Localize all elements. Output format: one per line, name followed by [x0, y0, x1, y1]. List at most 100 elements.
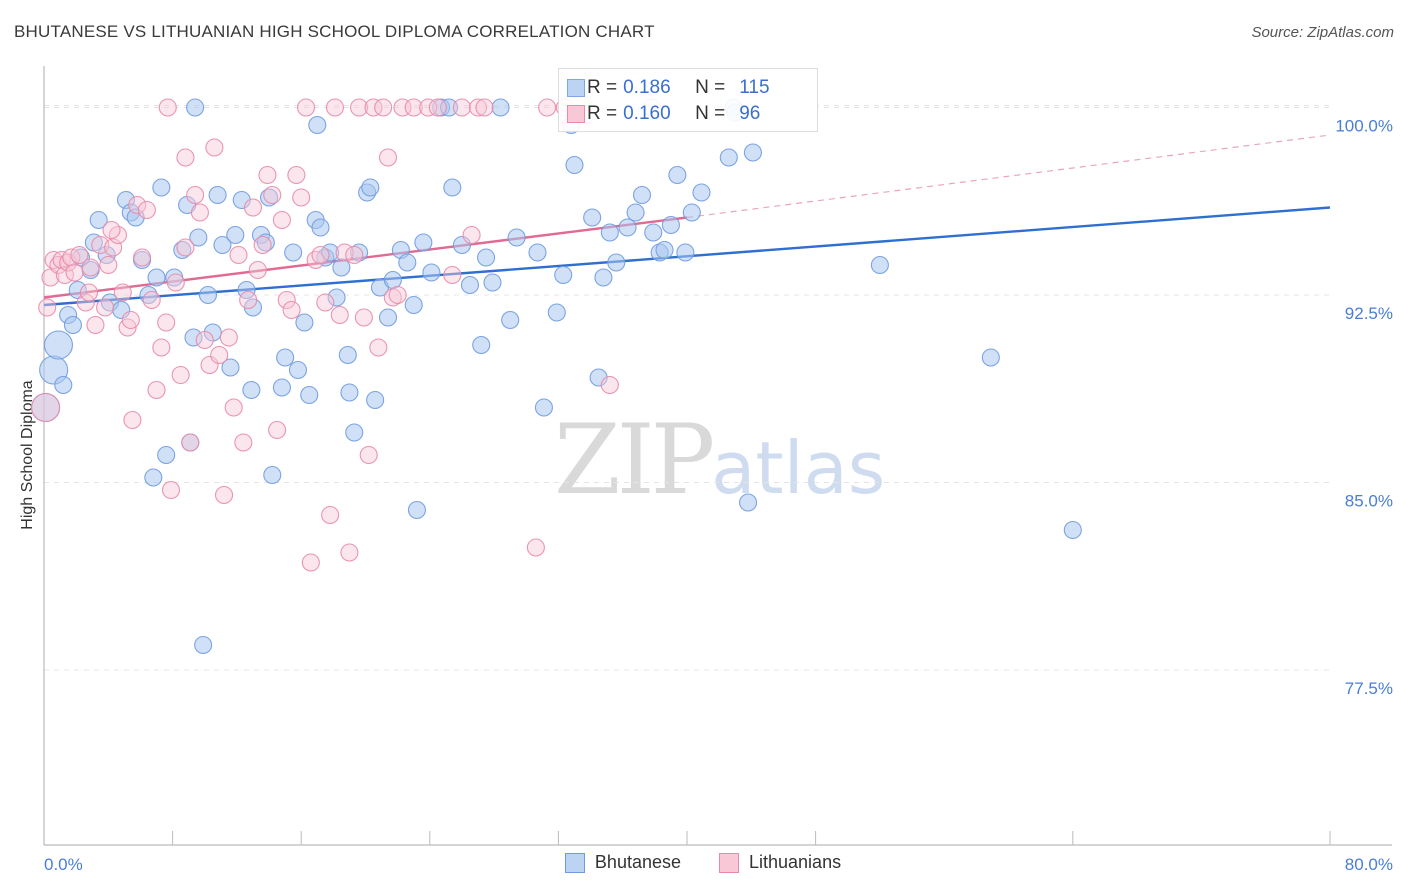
- y-tick-label: 85.0%: [1345, 492, 1393, 511]
- point-lithuanians: [190, 203, 209, 222]
- y-tick-label: 77.5%: [1345, 679, 1393, 698]
- point-bhutanese: [414, 233, 433, 252]
- point-lithuanians: [113, 283, 132, 302]
- watermark-atlas: atlas: [711, 426, 886, 510]
- point-bhutanese: [626, 203, 645, 222]
- x-tick-label: 80.0%: [1345, 855, 1393, 874]
- point-bhutanese: [594, 268, 613, 287]
- point-bhutanese: [528, 243, 547, 262]
- axes: [43, 66, 1392, 846]
- legend-label-lithuanians: Lithuanians: [749, 852, 842, 872]
- point-bhutanese: [743, 143, 762, 162]
- point-lithuanians: [181, 433, 200, 452]
- point-lithuanians: [234, 433, 253, 452]
- point-lithuanians: [79, 283, 99, 302]
- point-bhutanese: [63, 315, 82, 335]
- point-lithuanians: [419, 98, 438, 117]
- point-lithuanians: [296, 98, 316, 117]
- gridlines: [44, 105, 1330, 671]
- trend-extension-lithuanians: [686, 134, 1331, 219]
- point-lithuanians: [152, 338, 171, 357]
- point-lithuanians: [383, 288, 402, 307]
- point-lithuanians: [452, 98, 472, 117]
- point-bhutanese: [284, 243, 303, 262]
- stats-swatch-lithuanians: [567, 105, 585, 123]
- point-lithuanians: [374, 98, 393, 117]
- point-lithuanians: [31, 392, 61, 423]
- point-lithuanians: [186, 185, 205, 205]
- r-value: 0.160: [623, 103, 671, 124]
- point-lithuanians: [137, 200, 156, 220]
- point-bhutanese: [327, 288, 346, 307]
- n-label: N =: [695, 103, 726, 124]
- point-bhutanese: [682, 203, 701, 222]
- point-lithuanians: [404, 98, 423, 117]
- point-lithuanians: [76, 293, 95, 312]
- point-bhutanese: [311, 218, 330, 237]
- point-lithuanians: [171, 365, 190, 385]
- point-lithuanians: [364, 98, 383, 117]
- point-bhutanese: [272, 378, 291, 397]
- point-bhutanese: [350, 243, 369, 262]
- point-lithuanians: [462, 225, 481, 245]
- point-bhutanese: [661, 215, 680, 235]
- point-lithuanians: [350, 98, 369, 117]
- point-lithuanians: [268, 420, 287, 440]
- point-bhutanese: [276, 348, 295, 367]
- legend-item-lithuanians[interactable]: Lithuanians: [719, 852, 841, 873]
- point-lithuanians: [330, 305, 349, 325]
- legend-swatch-lithuanians: [719, 852, 739, 873]
- point-bhutanese: [739, 493, 758, 512]
- y-tick-label: 92.5%: [1345, 304, 1393, 323]
- point-bhutanese: [407, 500, 426, 520]
- point-bhutanese: [378, 308, 398, 327]
- point-lithuanians: [369, 338, 388, 357]
- point-lithuanians: [86, 315, 105, 335]
- source-label: Source: ZipAtlas.com: [1251, 24, 1394, 41]
- point-lithuanians: [325, 98, 345, 117]
- point-lithuanians: [99, 255, 118, 275]
- point-bhutanese: [308, 115, 327, 135]
- point-lithuanians: [195, 330, 214, 350]
- stats-swatch-bhutanese: [567, 79, 585, 97]
- point-bhutanese: [383, 270, 402, 290]
- point-bhutanese: [300, 385, 319, 405]
- point-lithuanians: [102, 220, 121, 240]
- point-lithuanians: [443, 265, 462, 285]
- point-lithuanians: [306, 250, 325, 270]
- point-bhutanese: [472, 335, 491, 355]
- point-lithuanians: [128, 195, 147, 215]
- point-bhutanese: [144, 468, 163, 487]
- point-bhutanese: [655, 240, 674, 260]
- point-bhutanese: [452, 235, 472, 255]
- point-bhutanese: [332, 258, 351, 277]
- r-value: 0.186: [623, 77, 671, 98]
- point-bhutanese: [259, 188, 279, 207]
- point-bhutanese: [644, 223, 663, 242]
- point-bhutanese: [295, 313, 314, 332]
- point-bhutanese: [361, 178, 380, 197]
- point-lithuanians: [277, 290, 296, 310]
- r-label: R =: [587, 77, 618, 98]
- point-bhutanese: [422, 263, 441, 282]
- legend-item-bhutanese[interactable]: Bhutanese: [564, 852, 681, 873]
- point-bhutanese: [366, 390, 385, 410]
- point-bhutanese: [460, 275, 480, 295]
- point-bhutanese: [668, 165, 687, 185]
- point-lithuanians: [475, 98, 494, 117]
- point-lithuanians: [200, 355, 219, 375]
- point-bhutanese: [184, 328, 203, 347]
- point-lithuanians: [316, 293, 335, 312]
- point-lithuanians: [354, 308, 373, 327]
- stats-legend: R = 0.186 N = 115 R = 0.160 N = 96: [558, 68, 818, 132]
- point-bhutanese: [242, 380, 261, 400]
- point-lithuanians: [157, 313, 176, 332]
- point-lithuanians: [428, 98, 447, 117]
- point-lithuanians: [263, 185, 282, 205]
- n-value: 115: [739, 77, 770, 98]
- point-bhutanese: [404, 295, 423, 315]
- point-lithuanians: [538, 98, 557, 117]
- point-bhutanese: [263, 465, 282, 485]
- point-lithuanians: [96, 298, 115, 317]
